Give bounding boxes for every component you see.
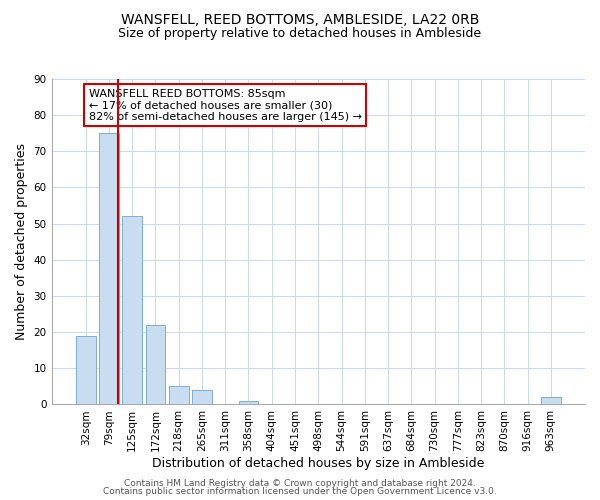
Bar	[239, 401, 259, 404]
Bar	[76, 336, 95, 404]
Text: Contains HM Land Registry data © Crown copyright and database right 2024.: Contains HM Land Registry data © Crown c…	[124, 478, 476, 488]
Text: WANSFELL REED BOTTOMS: 85sqm
← 17% of detached houses are smaller (30)
82% of se: WANSFELL REED BOTTOMS: 85sqm ← 17% of de…	[89, 89, 362, 122]
Text: WANSFELL, REED BOTTOMS, AMBLESIDE, LA22 0RB: WANSFELL, REED BOTTOMS, AMBLESIDE, LA22 …	[121, 12, 479, 26]
Bar	[122, 216, 142, 404]
Y-axis label: Number of detached properties: Number of detached properties	[15, 143, 28, 340]
Bar	[169, 386, 188, 404]
Text: Contains public sector information licensed under the Open Government Licence v3: Contains public sector information licen…	[103, 487, 497, 496]
X-axis label: Distribution of detached houses by size in Ambleside: Distribution of detached houses by size …	[152, 457, 484, 470]
Text: Size of property relative to detached houses in Ambleside: Size of property relative to detached ho…	[118, 28, 482, 40]
Bar	[146, 325, 166, 404]
Bar	[541, 397, 561, 404]
Bar	[192, 390, 212, 404]
Bar	[99, 133, 119, 404]
